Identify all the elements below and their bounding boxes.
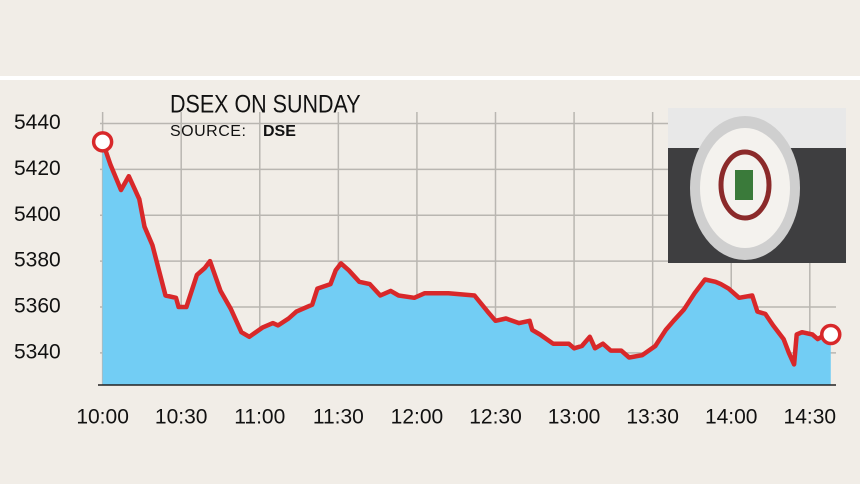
y-tick-label: 5400 xyxy=(14,203,61,226)
x-tick-label: 11:30 xyxy=(313,406,364,429)
logo-center xyxy=(735,170,753,200)
y-tick-label: 5340 xyxy=(14,340,61,363)
x-tick-label: 12:00 xyxy=(391,406,444,429)
source: DSE xyxy=(263,123,296,140)
line xyxy=(100,141,831,367)
x-tick-label: 14:00 xyxy=(705,406,758,429)
x-tick-label: 12:30 xyxy=(469,406,522,429)
y-tick-label: 5440 xyxy=(14,111,61,134)
end-marker xyxy=(820,323,842,346)
y-tick-label: 5420 xyxy=(14,157,61,180)
source-label: SOURCE: xyxy=(170,123,246,140)
x-tick-label: 14:30 xyxy=(784,406,837,429)
end-marker xyxy=(91,131,114,153)
x-tick-label: 10:30 xyxy=(155,406,208,429)
area-fill xyxy=(102,141,831,385)
logo-ring xyxy=(718,149,772,221)
x-tick-label: 13:00 xyxy=(548,406,601,429)
chart-title: DSEX ON SUNDAY xyxy=(170,90,361,118)
divider xyxy=(0,76,860,80)
y-tick-label: 5360 xyxy=(14,295,61,318)
y-tick-label: 5380 xyxy=(14,249,61,272)
x-tick-label: 11:00 xyxy=(234,406,285,429)
x-tick-label: 13:30 xyxy=(626,406,679,429)
photo-inset xyxy=(668,108,846,263)
x-tick-label: 10:00 xyxy=(76,406,129,429)
